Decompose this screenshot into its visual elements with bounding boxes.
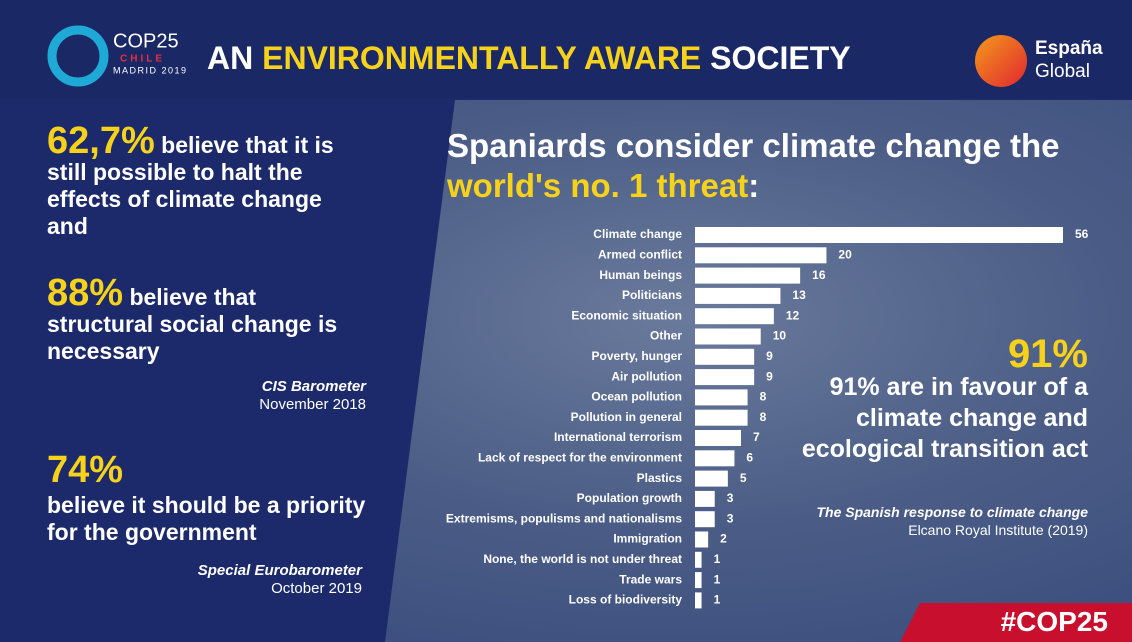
category-label: Loss of biodiversity [569, 593, 683, 607]
category-label: Poverty, hunger [592, 349, 683, 363]
bar [695, 552, 702, 568]
category-label: Plastics [637, 471, 683, 485]
bar [695, 491, 715, 507]
bar [695, 410, 748, 426]
highlight-figure: 91% [888, 332, 1088, 377]
bar [695, 430, 741, 446]
bar [695, 572, 702, 588]
bar [695, 511, 715, 527]
value-label: 9 [766, 349, 773, 363]
bar [695, 471, 728, 487]
bar [695, 369, 754, 385]
category-label: Economic situation [571, 308, 682, 322]
value-label: 5 [740, 471, 747, 485]
bar [695, 592, 702, 608]
category-label: Other [650, 329, 682, 343]
value-label: 1 [714, 552, 721, 566]
category-label: Population growth [577, 491, 682, 505]
source-date: Elcano Royal Institute (2019) [738, 521, 1088, 539]
bar [695, 389, 748, 405]
value-label: 8 [760, 390, 767, 404]
value-label: 8 [760, 410, 767, 424]
bar [695, 349, 754, 365]
category-label: Extremisms, populisms and nationalisms [446, 511, 682, 525]
source-name: The Spanish response to climate change [738, 503, 1088, 521]
value-label: 2 [720, 532, 727, 546]
value-label: 13 [792, 288, 806, 302]
category-label: Air pollution [611, 369, 682, 383]
category-label: Ocean pollution [591, 390, 682, 404]
bar [695, 268, 800, 284]
bar [695, 288, 780, 304]
value-label: 7 [753, 430, 760, 444]
bar [695, 227, 1063, 243]
category-label: Lack of respect for the environment [478, 450, 682, 464]
bar [695, 247, 826, 263]
highlight-text: 91% are in favour of a climate change an… [768, 372, 1088, 465]
category-label: Trade wars [619, 572, 682, 586]
category-label: Pollution in general [571, 410, 682, 424]
value-label: 1 [714, 572, 721, 586]
hashtag: #COP25 [940, 606, 1108, 638]
category-label: None, the world is not under threat [483, 552, 682, 566]
value-label: 16 [812, 268, 826, 282]
infographic: COP25 CHILE MADRID 2019 AN ENVIRONMENTAL… [0, 0, 1132, 642]
category-label: Politicians [622, 288, 682, 302]
bar [695, 450, 734, 466]
category-label: International terrorism [554, 430, 682, 444]
category-label: Climate change [593, 227, 682, 241]
category-label: Immigration [613, 532, 682, 546]
value-label: 3 [727, 511, 734, 525]
value-label: 12 [786, 308, 800, 322]
value-label: 20 [838, 247, 852, 261]
value-label: 56 [1075, 227, 1089, 241]
value-label: 1 [714, 593, 721, 607]
category-label: Human beings [599, 268, 682, 282]
category-label: Armed conflict [598, 247, 682, 261]
bar-chart: Climate change56Armed conflict20Human be… [0, 0, 1132, 642]
value-label: 6 [746, 450, 753, 464]
value-label: 3 [727, 491, 734, 505]
bar [695, 532, 708, 548]
value-label: 10 [773, 329, 787, 343]
bar [695, 329, 761, 345]
bar [695, 308, 774, 324]
